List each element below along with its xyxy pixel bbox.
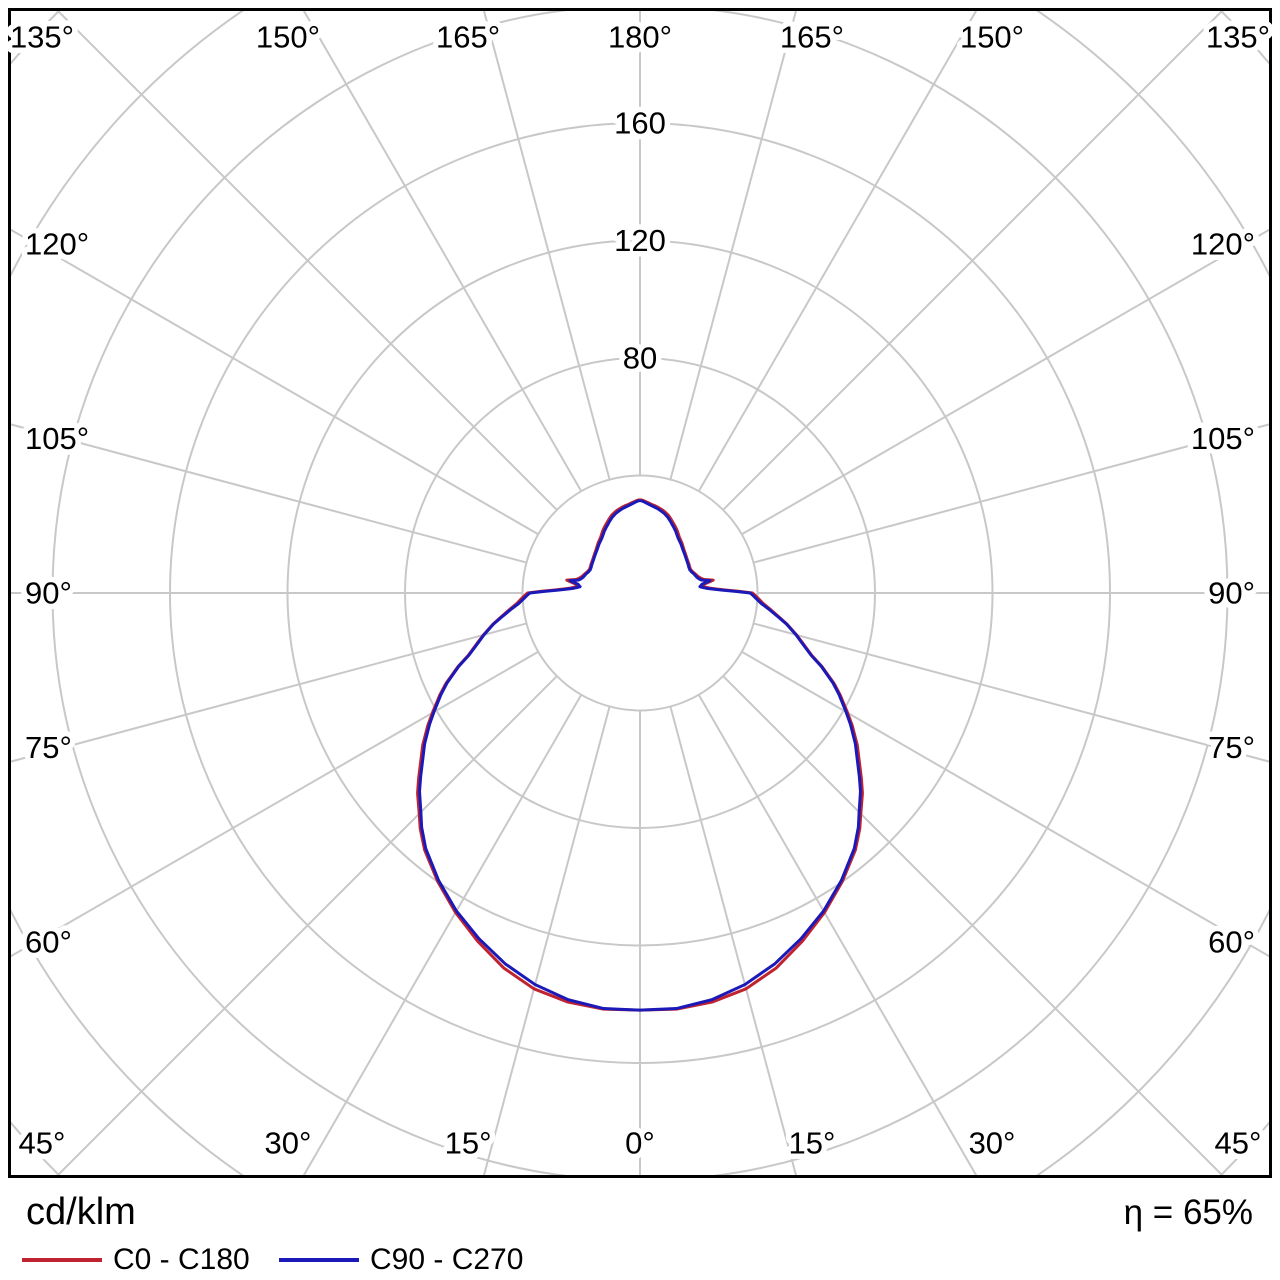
grid-ray: [753, 423, 1269, 564]
angle-tick-label: 90°: [1208, 576, 1255, 611]
plot-frame: [8, 8, 1272, 1178]
grid-ray: [753, 622, 1269, 763]
angle-tick-label: 75°: [1208, 730, 1255, 765]
angle-tick-label: 60°: [25, 925, 72, 960]
grid-ray: [697, 694, 978, 1175]
angle-tick-label: 105°: [1191, 421, 1255, 456]
angle-tick-label: 15°: [789, 1126, 836, 1161]
grid-ray: [669, 706, 797, 1175]
radial-tick-label: 80: [623, 341, 657, 376]
legend-swatch-c90-c270-icon: [279, 1258, 359, 1262]
grid-ray: [483, 11, 611, 480]
angle-tick-label: 105°: [25, 421, 89, 456]
series-curve-c90-c270: [418, 499, 862, 1012]
angle-tick-label: 150°: [256, 20, 320, 55]
grid-ray: [483, 706, 611, 1175]
grid-ray: [302, 694, 583, 1175]
grid-circle: [521, 474, 759, 712]
angle-tick-label: 60°: [1208, 925, 1255, 960]
legend-swatch-c0-c180-icon: [22, 1258, 102, 1262]
radial-tick-label: 120: [614, 223, 666, 258]
grid-ray: [697, 11, 978, 492]
angle-tick-label: 75°: [25, 730, 72, 765]
angle-tick-label: 45°: [1215, 1126, 1262, 1161]
grid-ray: [11, 423, 527, 564]
angle-tick-label: 15°: [445, 1126, 492, 1161]
grid-ray: [741, 650, 1269, 958]
angle-tick-label: 135°: [1206, 20, 1270, 55]
grid-ray: [11, 228, 539, 536]
angle-tick-label: 150°: [960, 20, 1024, 55]
grid-ray: [56, 675, 558, 1175]
grid-ray: [741, 228, 1269, 536]
angle-tick-label: 135°: [10, 20, 74, 55]
grid-ray: [722, 675, 1224, 1175]
legend-item-c90-c270: C90 - C270: [279, 1240, 523, 1280]
grid-ray: [56, 11, 558, 511]
radial-tick-label: 160: [614, 106, 666, 141]
legend: C0 - C180 C90 - C270: [0, 1240, 1280, 1280]
grid-ray: [11, 622, 527, 763]
efficiency-label: η = 65%: [1123, 1193, 1253, 1232]
grid-ray: [669, 11, 797, 480]
legend-item-c0-c180: C0 - C180: [22, 1240, 250, 1280]
grid-ray: [11, 650, 539, 958]
grid-ray: [302, 11, 583, 492]
angle-tick-label: 0°: [625, 1126, 655, 1161]
grid-ray: [722, 11, 1224, 511]
angle-tick-label: 30°: [265, 1126, 312, 1161]
angle-tick-label: 45°: [19, 1126, 66, 1161]
angle-tick-label: 165°: [436, 20, 500, 55]
angle-tick-label: 165°: [780, 20, 844, 55]
units-label: cd/klm: [26, 1191, 136, 1233]
legend-label-c0-c180: C0 - C180: [113, 1243, 250, 1276]
angle-tick-label: 120°: [25, 226, 89, 261]
angle-tick-label: 90°: [25, 576, 72, 611]
angle-tick-label: 180°: [608, 20, 672, 55]
angle-tick-label: 30°: [969, 1126, 1016, 1161]
angle-tick-label: 120°: [1191, 226, 1255, 261]
legend-label-c90-c270: C90 - C270: [370, 1243, 524, 1276]
